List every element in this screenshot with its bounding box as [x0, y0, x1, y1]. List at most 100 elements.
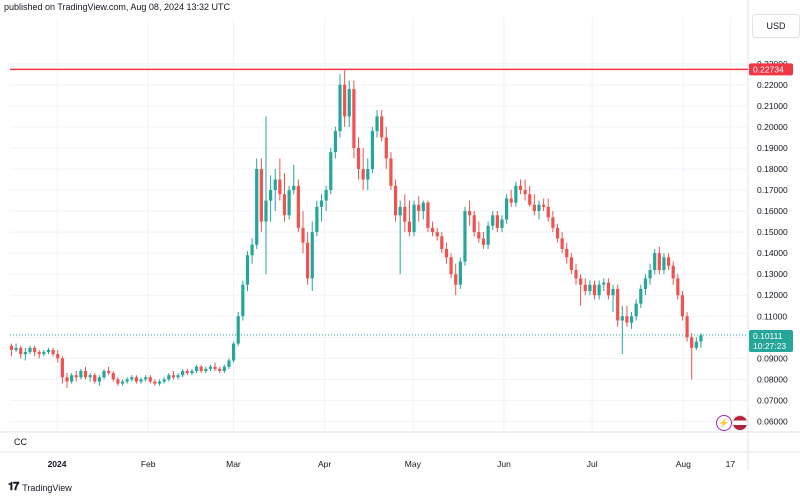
candle-body — [430, 227, 435, 233]
y-tick-label: 0.07000 — [757, 395, 788, 405]
candle-body — [542, 204, 546, 207]
candle-body — [389, 158, 393, 186]
candle-body — [93, 375, 97, 382]
currency-button[interactable]: USD — [752, 14, 800, 38]
candle-body — [370, 131, 375, 169]
candle-body — [167, 375, 171, 380]
candle-body — [125, 379, 129, 382]
candle-body — [620, 316, 624, 321]
last-price-label: 0.10111 — [753, 331, 783, 341]
candle-body — [574, 269, 578, 279]
candle-body — [463, 211, 467, 262]
candle-body — [14, 347, 18, 350]
tradingview-logo-icon: 𝟏𝟕 — [8, 481, 19, 493]
y-tick-label: 0.18000 — [757, 164, 788, 174]
lightning-icon[interactable]: ⚡ — [716, 415, 732, 431]
candle-body — [421, 202, 425, 212]
candle-body — [278, 179, 282, 195]
candle-body — [97, 377, 101, 382]
candle-body — [46, 349, 51, 353]
candle-body — [120, 381, 125, 384]
candle-body — [407, 221, 412, 233]
candle-body — [199, 366, 203, 371]
candle-body — [629, 316, 634, 323]
candle-body — [523, 190, 527, 195]
candle-body — [435, 232, 439, 237]
candle-body — [546, 206, 550, 218]
y-tick-label: 0.09000 — [757, 353, 788, 363]
candle-body — [352, 89, 356, 148]
candle-body — [218, 368, 222, 371]
candle-body — [333, 131, 337, 153]
candle-body — [643, 278, 648, 289]
candle-body — [231, 343, 236, 361]
published-note: published on TradingView.com, Aug 08, 20… — [4, 2, 230, 12]
candle-body — [458, 261, 462, 285]
candle-body — [417, 204, 421, 212]
us-flag-icon[interactable] — [732, 415, 748, 431]
candle-body — [301, 227, 305, 243]
candle-body — [555, 227, 560, 239]
footer-logo-text: TradingView — [22, 482, 72, 493]
candle-body — [33, 347, 37, 353]
y-tick-label: 0.20000 — [757, 122, 788, 132]
x-tick-label: Apr — [318, 459, 331, 469]
candle-body — [194, 366, 199, 371]
candle-body — [398, 206, 402, 216]
candle-body — [426, 202, 430, 228]
candle-body — [259, 168, 263, 222]
last-price-label-bg — [749, 329, 793, 352]
candle-body — [393, 185, 398, 216]
candle-body — [467, 211, 472, 216]
candle-body — [9, 345, 14, 350]
candle-body — [255, 168, 259, 245]
candle-body — [343, 84, 347, 117]
candle-body — [481, 238, 486, 245]
candle-body — [653, 253, 657, 270]
y-tick-label: 0.15000 — [757, 227, 788, 237]
candle-body — [454, 274, 458, 285]
candle-body — [347, 89, 351, 117]
candle-body — [139, 379, 143, 382]
candle-body — [384, 137, 388, 159]
candle-body — [694, 341, 698, 348]
candle-body — [60, 358, 64, 378]
candle-body — [606, 282, 611, 296]
candle-body — [19, 347, 23, 355]
candle-body — [514, 185, 518, 203]
y-tick-label: 0.14000 — [757, 248, 788, 258]
candle-body — [528, 194, 532, 205]
candle-body — [28, 347, 32, 353]
candle-body — [666, 257, 671, 266]
candle-body — [74, 375, 78, 378]
candle-body — [111, 373, 115, 380]
candle-body — [565, 248, 569, 258]
candle-body — [65, 377, 69, 382]
candle-body — [144, 377, 148, 380]
candle-body — [676, 278, 680, 296]
candle-body — [648, 269, 652, 279]
candle-body — [518, 185, 523, 191]
candle-body — [583, 284, 587, 292]
footer-branding: 𝟏𝟕 TradingView — [8, 481, 72, 494]
candle-body — [116, 379, 120, 384]
candle-body — [375, 116, 379, 132]
x-tick-label: May — [405, 459, 422, 469]
candle-body — [162, 379, 166, 382]
candle-body — [171, 375, 176, 378]
y-tick-label: 0.12000 — [757, 290, 788, 300]
candle-body — [292, 185, 296, 191]
candle-body — [273, 179, 277, 191]
candle-body — [680, 295, 685, 317]
candle-body — [134, 377, 139, 382]
candle-body — [269, 190, 273, 201]
candle-body — [88, 375, 92, 378]
candle-body — [657, 253, 661, 270]
x-tick-label: Jul — [587, 459, 598, 469]
y-tick-label: 0.22000 — [757, 80, 788, 90]
candle-body — [532, 204, 536, 212]
y-tick-label: 0.17000 — [757, 185, 788, 195]
candle-body — [148, 377, 152, 382]
candle-body — [699, 335, 703, 342]
